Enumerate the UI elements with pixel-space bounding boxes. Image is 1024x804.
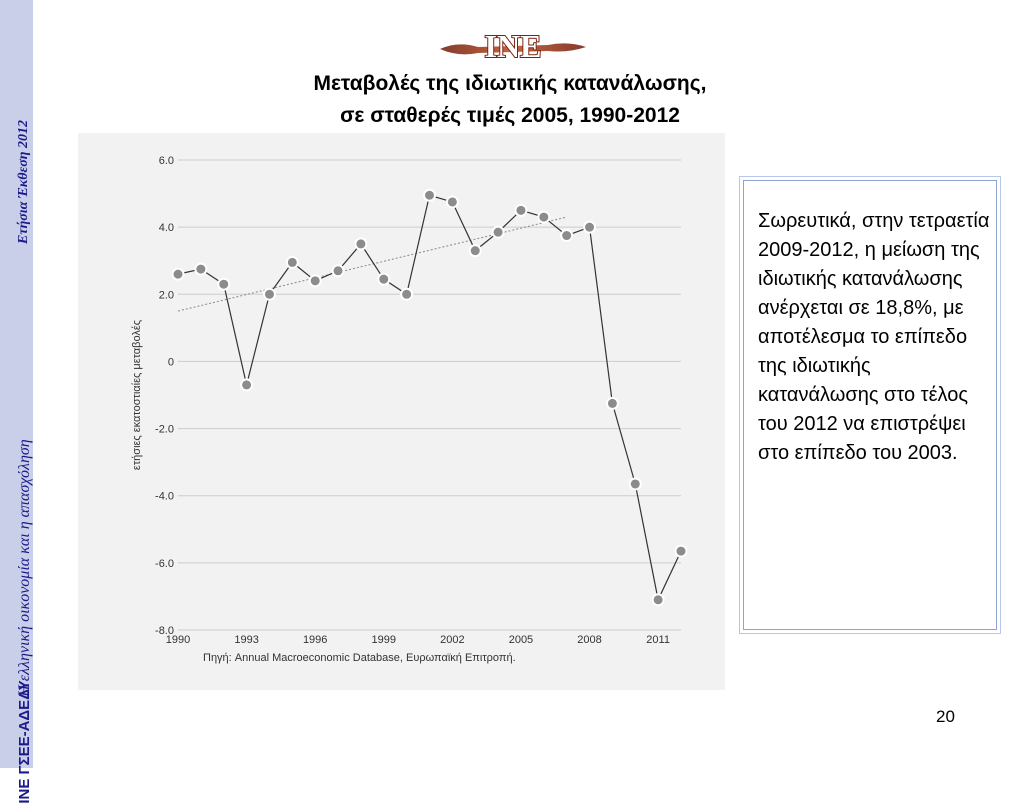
- data-point: [425, 190, 434, 200]
- chart-panel: 6.0 4.0 2.0 0 -2.0 -4.0 -6.0 -8.0 1990 1993 1996 19…: [78, 133, 725, 690]
- title-line-2: σε σταθερές τιμές 2005, 1990-2012: [340, 104, 680, 127]
- page-number: 20: [936, 707, 955, 726]
- y-tick-label: 4.0: [159, 222, 174, 234]
- data-point: [173, 269, 183, 279]
- y-tick-label: 0: [168, 356, 174, 368]
- sidebar: ΙΝΕ ΓΣΕΕ-ΑΔΕΔΥ Η ελληνική οικονομία και …: [0, 0, 33, 804]
- logo-text: INE: [485, 28, 542, 64]
- x-tick-label: 1990: [166, 634, 190, 646]
- y-tick-label: -8.0: [155, 625, 174, 637]
- x-tick-label: 1996: [303, 634, 327, 646]
- ine-logo: INE: [440, 27, 586, 65]
- x-tick-label: 1993: [234, 634, 258, 646]
- y-tick-label: -6.0: [155, 558, 174, 570]
- data-point: [653, 595, 663, 605]
- data-point: [264, 289, 274, 299]
- data-point: [630, 479, 640, 489]
- y-tick-label: -2.0: [155, 424, 174, 436]
- data-point: [219, 279, 229, 289]
- data-point: [242, 380, 252, 390]
- data-point: [402, 289, 412, 299]
- data-point: [447, 197, 457, 207]
- data-point: [539, 212, 549, 222]
- y-axis-label: ετήσιες εκατοστιαίες μεταβολές: [131, 320, 143, 470]
- data-point: [379, 274, 389, 284]
- sidebar-report: Ετήσια Έκθεση 2012: [16, 120, 31, 244]
- x-tick-label: 1999: [372, 634, 396, 646]
- chart-source: Πηγή: Annual Macroeconomic Database, Ευρ…: [203, 652, 516, 664]
- data-point: [493, 227, 503, 237]
- data-point: [585, 222, 595, 232]
- sidebar-organization: ΙΝΕ ΓΣΕΕ-ΑΔΕΔΥ: [16, 680, 33, 804]
- data-point: [287, 257, 297, 267]
- y-tick-label: 2.0: [159, 289, 174, 301]
- data-point: [310, 276, 320, 286]
- x-tick-label: 2005: [509, 634, 533, 646]
- data-point: [356, 239, 366, 249]
- trend-line: [177, 216, 567, 312]
- y-tick-label: -4.0: [155, 491, 174, 503]
- data-point: [607, 398, 617, 408]
- x-tick-label: 2011: [646, 634, 670, 646]
- x-tick-label: 2008: [577, 634, 601, 646]
- series-line: [177, 194, 682, 602]
- x-tick-label: 2002: [440, 634, 464, 646]
- title-line-1: Μεταβολές της ιδιωτικής κατανάλωσης,: [313, 72, 707, 95]
- slide-title: Μεταβολές της ιδιωτικής κατανάλωσης, σε …: [200, 68, 820, 132]
- data-point: [333, 266, 343, 276]
- data-point: [196, 264, 206, 274]
- y-tick-label: 6.0: [159, 155, 174, 167]
- sidebar-subtitle: Η ελληνική οικονομία και η απασχόληση: [16, 439, 33, 697]
- note-text: Σωρευτικά, στην τετραετία 2009-2012, η μ…: [758, 210, 990, 464]
- data-point: [470, 246, 480, 256]
- data-point: [516, 205, 526, 215]
- data-point: [562, 231, 572, 241]
- note-box: Σωρευτικά, στην τετραετία 2009-2012, η μ…: [743, 180, 997, 630]
- data-point: [676, 546, 686, 556]
